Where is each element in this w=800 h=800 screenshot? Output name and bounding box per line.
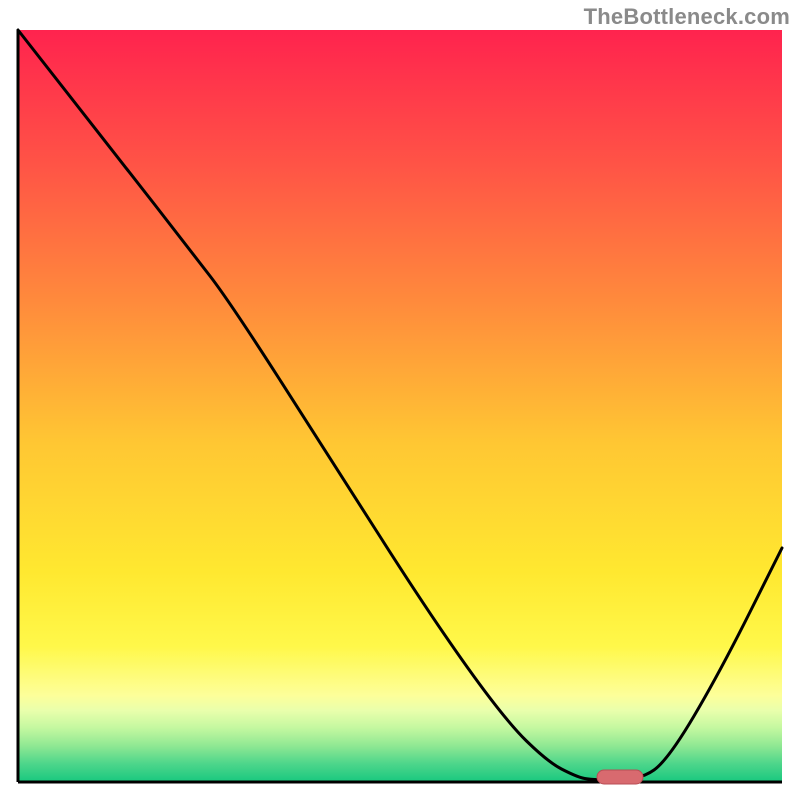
chart-background (18, 30, 782, 782)
watermark-text: TheBottleneck.com (584, 4, 790, 30)
optimal-marker (597, 770, 643, 784)
chart-container: TheBottleneck.com (0, 0, 800, 800)
bottleneck-chart (0, 0, 800, 800)
